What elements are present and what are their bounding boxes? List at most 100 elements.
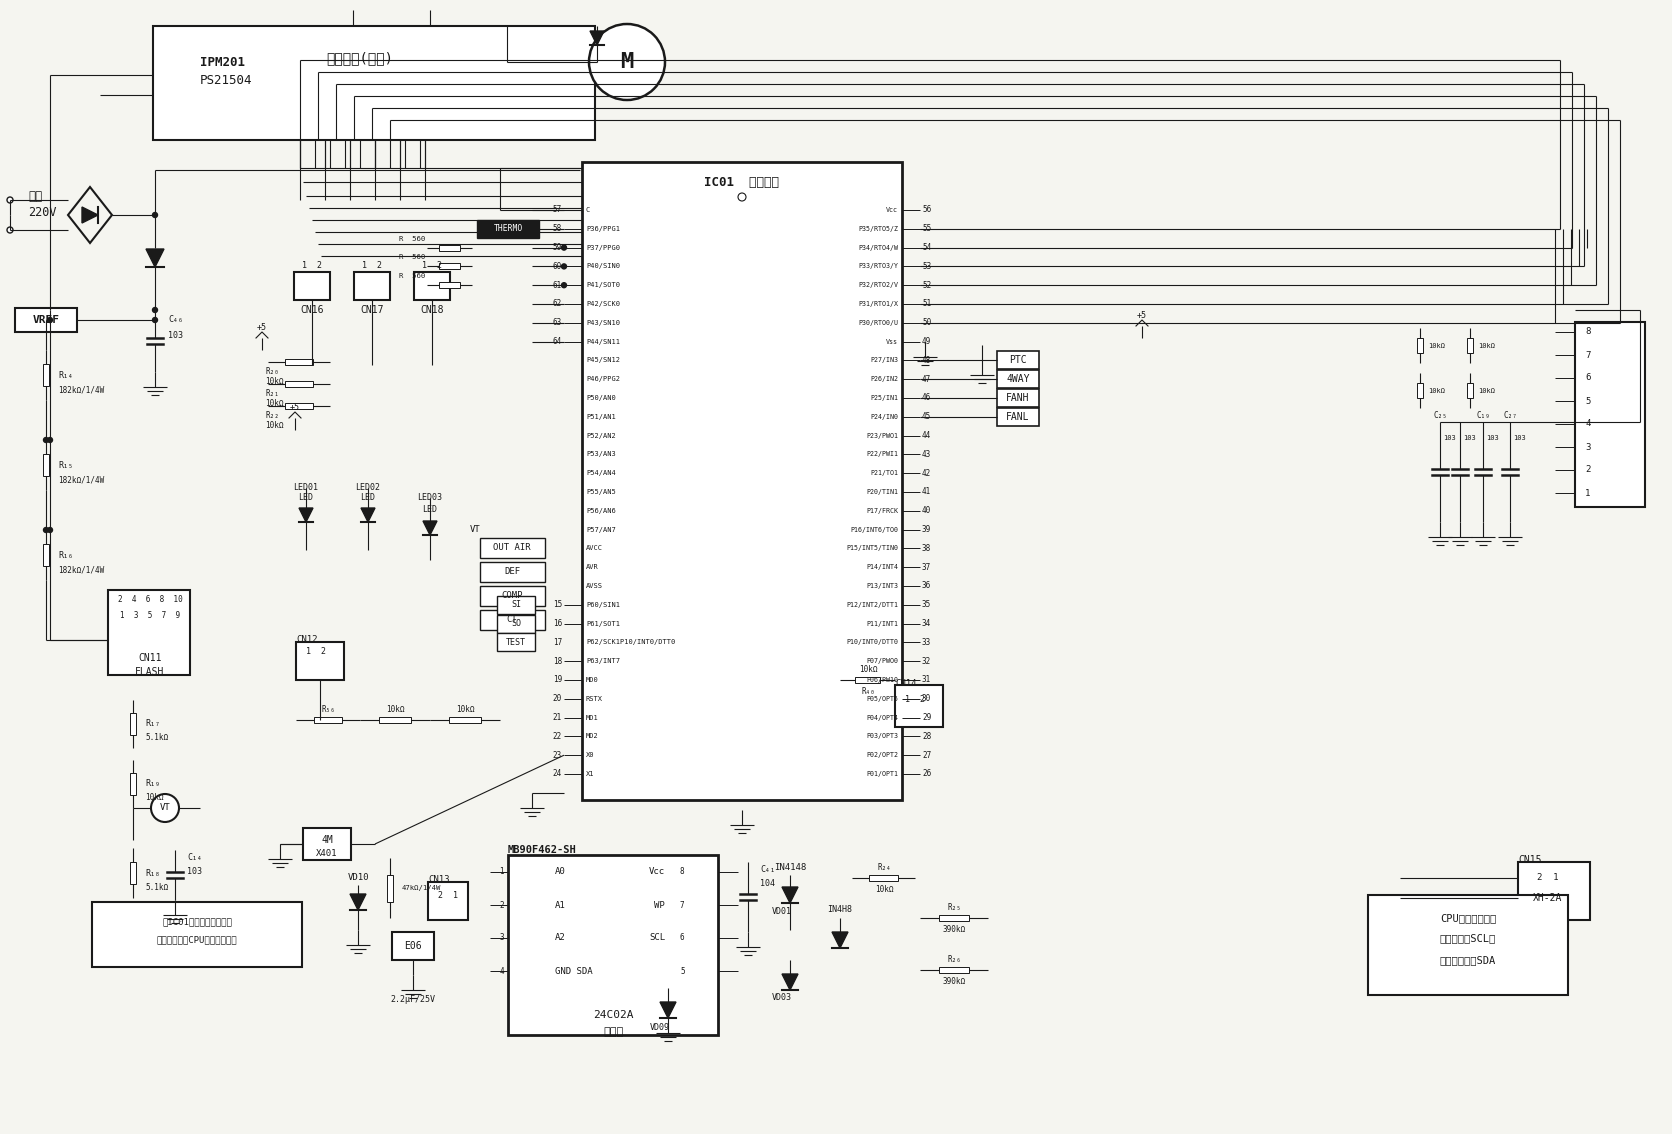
Text: P34/RTO4/W: P34/RTO4/W xyxy=(858,245,898,251)
Text: Vcc: Vcc xyxy=(649,868,665,877)
Text: VD09: VD09 xyxy=(650,1024,670,1032)
Bar xyxy=(354,272,390,301)
Bar xyxy=(440,263,460,270)
Text: 10kΩ: 10kΩ xyxy=(874,886,893,895)
Text: 390kΩ: 390kΩ xyxy=(943,925,965,934)
Text: 40: 40 xyxy=(921,506,931,515)
Text: 3: 3 xyxy=(500,933,503,942)
Text: R  560: R 560 xyxy=(398,273,425,279)
Text: R₅₆: R₅₆ xyxy=(321,705,334,714)
Text: LED01: LED01 xyxy=(294,483,318,492)
Text: A0: A0 xyxy=(555,868,565,877)
Text: P62/SCK1P10/INT0/DTT0: P62/SCK1P10/INT0/DTT0 xyxy=(585,640,675,645)
Text: P12/INT2/DTT1: P12/INT2/DTT1 xyxy=(846,602,898,608)
Text: 49: 49 xyxy=(921,337,931,346)
Bar xyxy=(43,454,48,476)
Text: R  560: R 560 xyxy=(398,254,425,261)
Text: 53: 53 xyxy=(921,262,931,271)
Bar xyxy=(480,610,545,631)
Text: CN14: CN14 xyxy=(895,678,916,687)
Text: P13/INT3: P13/INT3 xyxy=(866,583,898,589)
Text: 61: 61 xyxy=(553,281,562,289)
Bar xyxy=(15,308,77,332)
Text: R₁₆: R₁₆ xyxy=(59,550,74,559)
Text: P60/SIN1: P60/SIN1 xyxy=(585,602,620,608)
Text: P36/PPG1: P36/PPG1 xyxy=(585,226,620,231)
Text: 2  1: 2 1 xyxy=(1537,873,1558,882)
Text: P24/IN0: P24/IN0 xyxy=(869,414,898,420)
Text: 39: 39 xyxy=(921,525,931,534)
Text: +5: +5 xyxy=(289,404,299,413)
Text: 45: 45 xyxy=(921,413,931,422)
Text: MD0: MD0 xyxy=(585,677,599,683)
Bar xyxy=(497,615,535,633)
Bar xyxy=(480,562,545,582)
Text: LED03: LED03 xyxy=(418,493,443,502)
Text: P57/AN7: P57/AN7 xyxy=(585,526,615,533)
Text: 10kΩ: 10kΩ xyxy=(1428,388,1445,393)
Text: 30: 30 xyxy=(921,694,931,703)
Bar xyxy=(938,967,970,973)
Text: 52: 52 xyxy=(921,281,931,289)
Text: +5: +5 xyxy=(1137,312,1147,321)
Text: PS21504: PS21504 xyxy=(201,74,252,86)
Bar xyxy=(938,915,970,921)
Text: 2  4  6  8  10: 2 4 6 8 10 xyxy=(117,595,182,604)
Text: LED: LED xyxy=(423,506,438,515)
Text: R₂₆: R₂₆ xyxy=(946,956,961,965)
Text: 1  2: 1 2 xyxy=(905,695,925,704)
Text: 27: 27 xyxy=(921,751,931,760)
Text: 47: 47 xyxy=(921,374,931,383)
Circle shape xyxy=(562,282,567,288)
Text: C₁₉: C₁₉ xyxy=(1476,411,1490,420)
Circle shape xyxy=(7,197,13,203)
Bar xyxy=(440,245,460,251)
Bar xyxy=(1368,895,1568,995)
Text: FANH: FANH xyxy=(1007,393,1030,403)
Text: P27/IN3: P27/IN3 xyxy=(869,357,898,363)
Text: 2: 2 xyxy=(1585,465,1590,474)
Text: P43/SN10: P43/SN10 xyxy=(585,320,620,325)
Text: 8: 8 xyxy=(1585,328,1590,337)
Text: 220V: 220V xyxy=(28,205,57,219)
Text: 2: 2 xyxy=(500,900,503,909)
Text: XH-2A: XH-2A xyxy=(1533,892,1563,903)
Text: FLASH: FLASH xyxy=(135,667,164,677)
Text: P40/SIN0: P40/SIN0 xyxy=(585,263,620,270)
Polygon shape xyxy=(82,208,99,223)
Text: AVR: AVR xyxy=(585,565,599,570)
Polygon shape xyxy=(361,508,375,522)
Text: VT: VT xyxy=(159,804,171,812)
Text: 1: 1 xyxy=(1585,489,1590,498)
Text: 103: 103 xyxy=(1513,435,1527,441)
Text: SO: SO xyxy=(512,619,522,628)
Text: VT: VT xyxy=(470,525,480,534)
Text: P52/AN2: P52/AN2 xyxy=(585,432,615,439)
Text: P37/PPG0: P37/PPG0 xyxy=(585,245,620,251)
Text: CN11: CN11 xyxy=(139,653,162,663)
Text: P32/RTO2/V: P32/RTO2/V xyxy=(858,282,898,288)
Bar xyxy=(303,828,351,860)
Text: PTC: PTC xyxy=(1010,355,1027,365)
Text: 5: 5 xyxy=(681,966,684,975)
Text: P04/OPT4: P04/OPT4 xyxy=(866,714,898,720)
Text: CT: CT xyxy=(507,616,517,625)
Text: OUT AIR: OUT AIR xyxy=(493,543,530,552)
Text: 驱动电路(模块): 驱动电路(模块) xyxy=(326,51,393,65)
Text: SI: SI xyxy=(512,600,522,609)
Bar xyxy=(130,713,135,735)
Text: VREF: VREF xyxy=(32,315,60,325)
Circle shape xyxy=(47,438,52,442)
Text: 10kΩ: 10kΩ xyxy=(1428,342,1445,349)
Polygon shape xyxy=(660,1002,675,1018)
Text: C: C xyxy=(585,208,590,213)
Text: 存储器: 存储器 xyxy=(604,1027,624,1036)
Bar xyxy=(1416,338,1423,354)
Text: GND SDA: GND SDA xyxy=(555,966,592,975)
Bar xyxy=(415,272,450,301)
Text: VD01: VD01 xyxy=(772,907,793,916)
Text: 6: 6 xyxy=(1585,373,1590,382)
Text: 55: 55 xyxy=(921,225,931,234)
Text: P06/PW10: P06/PW10 xyxy=(866,677,898,683)
Bar xyxy=(895,685,943,727)
